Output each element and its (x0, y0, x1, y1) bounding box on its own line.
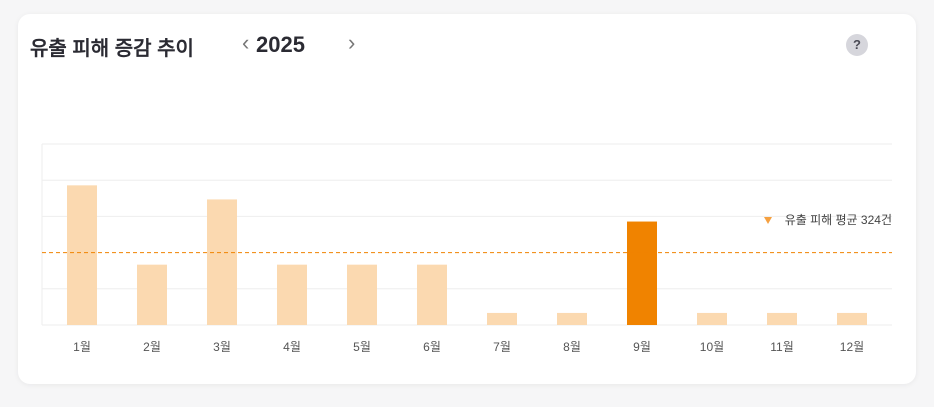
bar (67, 185, 97, 325)
bar (417, 264, 447, 325)
chevron-right-icon[interactable]: › (348, 30, 356, 55)
x-tick-label: 9월 (633, 340, 651, 354)
chart-card (18, 14, 916, 384)
x-tick-label: 8월 (563, 340, 581, 354)
chart-title: 유출 피해 증감 추이 (30, 38, 194, 60)
bar (767, 312, 797, 325)
average-label: 유출 피해 평균 324건 (785, 213, 892, 227)
bar (137, 264, 167, 325)
x-tick-label: 11월 (770, 340, 794, 354)
triangle-down-icon (764, 217, 772, 224)
x-tick-label: 5월 (353, 340, 371, 354)
x-tick-label: 4월 (283, 340, 301, 354)
bar (557, 312, 587, 325)
bar (487, 312, 517, 325)
bar (627, 221, 657, 325)
x-tick-label: 6월 (423, 340, 441, 354)
x-tick-label: 7월 (493, 340, 511, 354)
x-tick-label: 10월 (700, 340, 724, 354)
bar (697, 312, 727, 325)
x-tick-label: 12월 (840, 340, 864, 354)
x-tick-label: 1월 (73, 340, 91, 354)
year-label: 2025 (256, 32, 305, 57)
help-icon[interactable]: ? (846, 34, 868, 56)
chevron-left-icon[interactable]: ‹ (242, 30, 250, 55)
bar (837, 312, 867, 325)
bar (347, 264, 377, 325)
bar (277, 264, 307, 325)
bar (207, 199, 237, 325)
x-tick-label: 3월 (213, 340, 231, 354)
x-tick-label: 2월 (143, 340, 161, 354)
